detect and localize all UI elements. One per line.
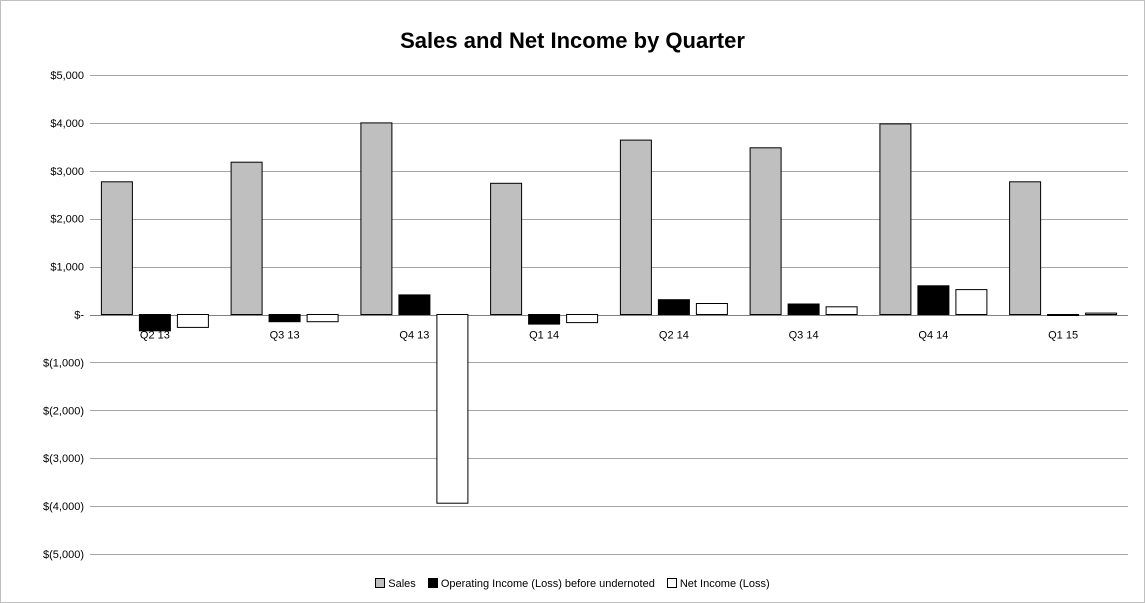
y-axis-tick-labels: $5,000 $4,000 $3,000 $2,000 $1,000 $- $(1,000)… — [43, 70, 84, 561]
bar-net-income-loss-q1-15 — [1085, 312, 1118, 316]
x-tick-label: Q4 13 — [399, 330, 429, 342]
bar-operating-income-loss-before-undernoted-q1-14 — [528, 314, 561, 325]
y-tick-label: $(4,000) — [43, 501, 84, 513]
x-tick-label: Q2 13 — [140, 330, 170, 342]
bar-operating-income-loss-before-undernoted-q1-15 — [1047, 314, 1080, 316]
bar-operating-income-loss-before-undernoted-q2-14 — [657, 299, 690, 316]
bar-net-income-loss-q4-14 — [955, 289, 988, 316]
legend-label: Operating Income (Loss) before undernote… — [440, 578, 655, 590]
bar-net-income-loss-q2-13 — [176, 314, 209, 328]
bars — [100, 122, 1118, 504]
chart-title: Sales and Net Income by Quarter — [400, 28, 745, 53]
legend-label: Sales — [388, 578, 416, 590]
legend-swatch — [666, 578, 677, 589]
x-tick-label: Q1 14 — [529, 330, 559, 342]
legend-item: Net Income (Loss) — [666, 578, 770, 590]
legend-swatch — [375, 578, 386, 589]
bar-net-income-loss-q2-14 — [695, 303, 728, 315]
bar-sales-q3-14 — [749, 147, 782, 315]
x-tick-label: Q4 14 — [918, 330, 948, 342]
bar-net-income-loss-q1-14 — [566, 314, 599, 324]
y-tick-label: $5,000 — [50, 70, 84, 82]
bar-sales-q4-13 — [360, 122, 393, 316]
legend-label: Net Income (Loss) — [679, 578, 770, 590]
y-tick-label: $(1,000) — [43, 357, 84, 369]
bar-operating-income-loss-before-undernoted-q4-14 — [917, 285, 950, 315]
gridlines — [90, 75, 1128, 555]
x-tick-label: Q1 15 — [1048, 330, 1078, 342]
bar-net-income-loss-q3-14 — [825, 306, 858, 315]
bar-sales-q3-13 — [230, 161, 263, 315]
bar-sales-q1-14 — [490, 182, 523, 315]
bar-net-income-loss-q3-13 — [306, 314, 339, 323]
y-tick-label: $2,000 — [50, 214, 84, 226]
bar-operating-income-loss-before-undernoted-q4-13 — [398, 294, 431, 315]
bar-net-income-loss-q4-13 — [436, 314, 469, 504]
x-tick-label: Q2 14 — [659, 330, 689, 342]
bar-sales-q1-15 — [1009, 181, 1042, 315]
y-tick-label: $- — [74, 310, 84, 322]
x-axis-tick-labels: Q2 13 Q3 13 Q4 13 Q1 14 Q2 14 Q3 14 Q4 14 Q1 15 — [140, 330, 1078, 342]
legend: Sales Operating Income (Loss) before unde… — [0, 578, 1145, 590]
bar-sales-q4-14 — [879, 123, 912, 316]
y-tick-label: $1,000 — [50, 262, 84, 274]
y-tick-label: $4,000 — [50, 118, 84, 130]
y-tick-label: $(5,000) — [43, 549, 84, 561]
legend-item: Operating Income (Loss) before undernote… — [427, 578, 655, 590]
bar-operating-income-loss-before-undernoted-q3-13 — [268, 314, 301, 323]
x-tick-label: Q3 14 — [789, 330, 819, 342]
legend-swatch — [427, 578, 438, 589]
bar-sales-q2-13 — [100, 181, 133, 315]
y-tick-label: $(3,000) — [43, 453, 84, 465]
legend-item: Sales — [375, 578, 416, 590]
bar-operating-income-loss-before-undernoted-q3-14 — [787, 303, 820, 315]
y-tick-label: $(2,000) — [43, 405, 84, 417]
bar-sales-q2-14 — [619, 139, 652, 315]
x-tick-label: Q3 13 — [270, 330, 300, 342]
y-tick-label: $3,000 — [50, 166, 84, 178]
bar-operating-income-loss-before-undernoted-q2-13 — [138, 314, 171, 332]
